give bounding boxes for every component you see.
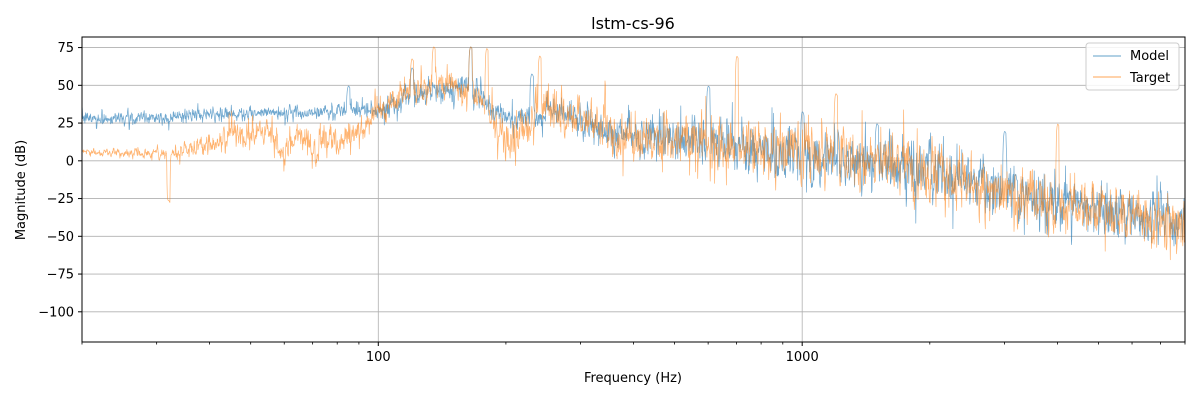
- legend-box: [1085, 42, 1180, 91]
- axis-ticks: 75 50 25 0 −25 −50 −75 −100 100 1000: [38, 41, 1186, 365]
- y-tick-label: 75: [57, 41, 74, 56]
- y-tick-label: −75: [47, 268, 74, 283]
- legend-label-model: Model: [1130, 49, 1169, 64]
- grid: [82, 37, 1185, 342]
- y-tick-label: 0: [66, 154, 74, 169]
- legend-label-target: Target: [1129, 71, 1170, 86]
- x-axis-label: Frequency (Hz): [584, 371, 682, 386]
- series-layer: [82, 46, 1185, 261]
- chart-title: lstm-cs-96: [591, 14, 675, 33]
- y-tick-label: −100: [38, 305, 74, 320]
- legend: Model Target: [1085, 42, 1180, 91]
- series-line-target: [82, 46, 1185, 261]
- y-axis-label: Magnitude (dB): [14, 140, 29, 240]
- y-tick-label: 50: [57, 79, 74, 94]
- x-tick-label: 100: [366, 350, 391, 365]
- y-tick-label: −50: [47, 230, 74, 245]
- y-tick-label: 25: [57, 117, 74, 132]
- y-tick-label: −25: [47, 192, 74, 207]
- x-tick-label: 1000: [786, 350, 819, 365]
